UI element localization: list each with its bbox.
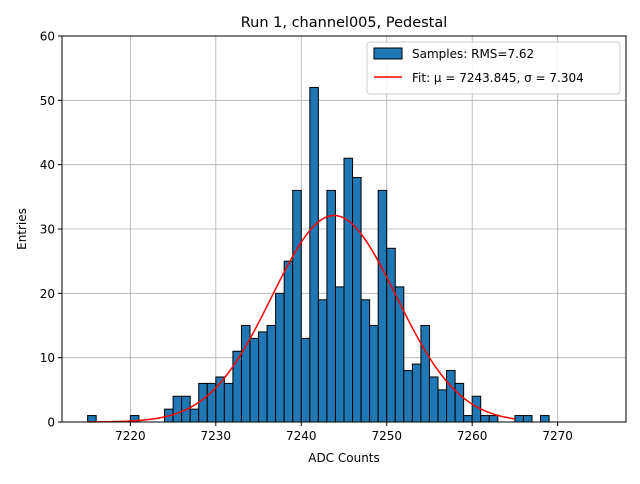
y-tick-label: 60 xyxy=(40,30,55,44)
histogram-bar xyxy=(386,247,396,423)
y-tick-label: 40 xyxy=(40,158,55,172)
histogram-bar xyxy=(172,395,183,423)
legend-label-samples: Samples: RMS=7.62 xyxy=(412,47,534,61)
histogram-bar xyxy=(480,415,490,423)
histogram-bar xyxy=(446,370,456,423)
histogram-bar xyxy=(189,408,200,423)
histogram-bar xyxy=(309,86,319,423)
histogram-bar xyxy=(411,363,422,423)
x-tick-label: 7220 xyxy=(115,429,146,443)
legend-box xyxy=(366,41,621,95)
histogram-bar xyxy=(369,325,379,423)
x-tick-label: 7260 xyxy=(457,429,488,443)
x-axis-ticks: 7220 7230 7240 7250 7260 7270 xyxy=(115,422,573,443)
histogram-bar xyxy=(522,415,533,423)
histogram-bar xyxy=(249,337,260,423)
y-tick-label: 20 xyxy=(40,287,55,301)
histogram-bar xyxy=(463,415,473,423)
histogram-bar xyxy=(232,350,242,423)
histogram-bar xyxy=(198,382,208,423)
histogram-bar xyxy=(343,157,354,423)
y-tick-label: 0 xyxy=(47,416,55,430)
histogram-bar xyxy=(334,286,345,423)
histogram-bar xyxy=(403,370,413,423)
histogram-bar xyxy=(437,389,448,423)
histogram-bar xyxy=(87,415,97,423)
histogram-bar xyxy=(258,331,268,423)
chart-title: Run 1, channel005, Pedestal xyxy=(241,15,448,31)
histogram-bar xyxy=(428,376,439,423)
x-tick-label: 7250 xyxy=(371,429,402,443)
histogram-bar xyxy=(454,382,465,423)
x-axis-label: ADC Counts xyxy=(308,451,380,465)
histogram-bar xyxy=(471,395,482,423)
histogram-bar xyxy=(360,299,371,423)
histogram-bar xyxy=(283,260,294,423)
y-axis-label: Entries xyxy=(15,208,29,250)
histogram-bar xyxy=(514,415,524,423)
legend-swatch-samples xyxy=(373,47,403,60)
histogram-bar xyxy=(420,325,430,423)
histogram-bar xyxy=(223,382,234,423)
legend: Samples: RMS=7.62 Fit: μ = 7243.845, σ =… xyxy=(366,41,621,95)
fit-curve xyxy=(87,214,516,423)
y-tick-label: 10 xyxy=(40,351,55,365)
histogram-bar xyxy=(352,177,362,423)
y-tick-label: 30 xyxy=(40,223,55,237)
y-axis-ticks: 0 10 20 30 40 50 60 xyxy=(40,30,62,430)
x-tick-label: 7270 xyxy=(542,429,573,443)
histogram-bar xyxy=(317,299,328,423)
histogram-bar xyxy=(275,292,285,423)
x-tick-label: 7240 xyxy=(286,429,317,443)
histogram-bar xyxy=(540,415,550,423)
histogram-bar xyxy=(266,325,277,423)
legend-label-fit: Fit: μ = 7243.845, σ = 7.304 xyxy=(412,71,584,85)
histogram-bar xyxy=(292,189,302,423)
histogram-bar xyxy=(326,189,336,423)
y-tick-label: 50 xyxy=(40,94,55,108)
histogram-bar xyxy=(300,337,311,423)
x-tick-label: 7230 xyxy=(201,429,232,443)
histogram-bar xyxy=(377,189,388,423)
histogram-bar xyxy=(488,415,499,423)
